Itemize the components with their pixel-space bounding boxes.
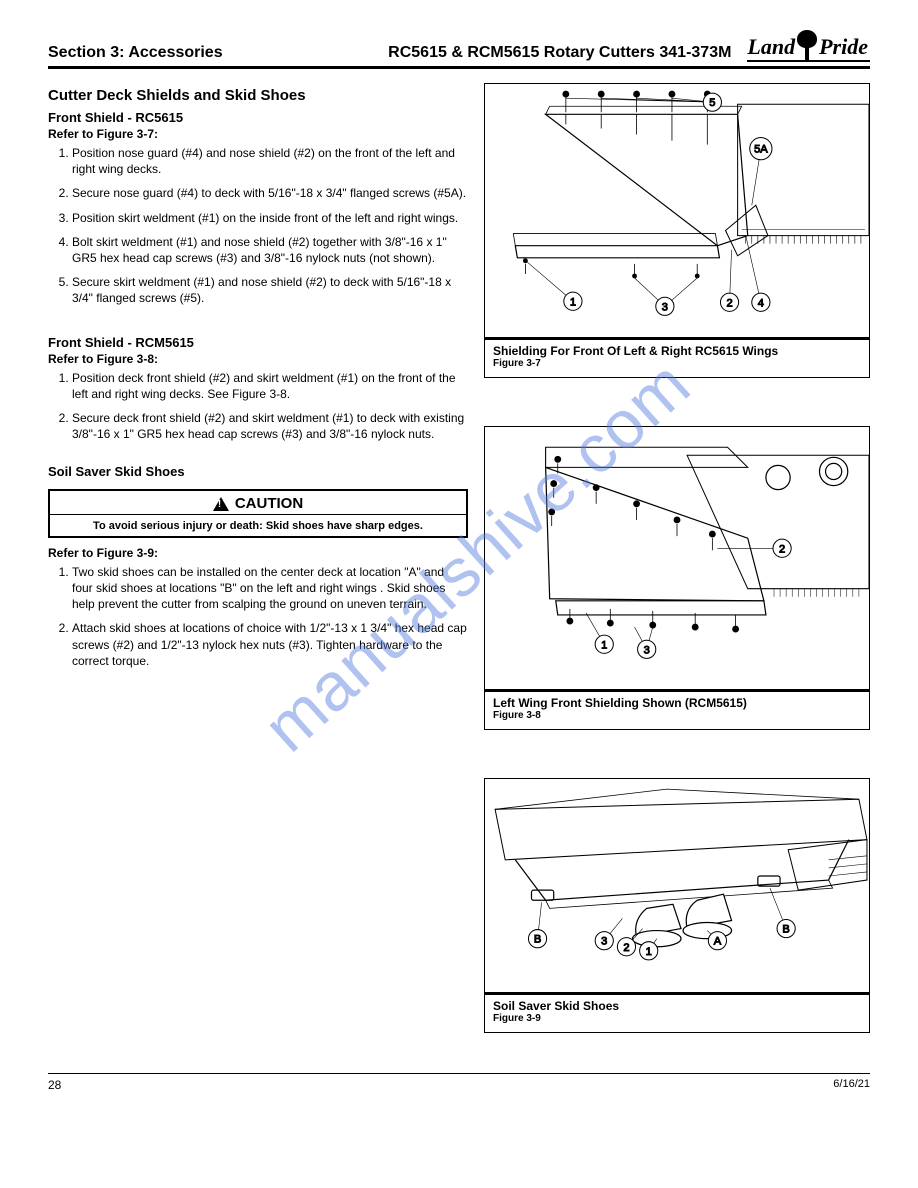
step-text: Secure nose guard (#4) to deck with 5/16… [72, 185, 468, 201]
step-text: Secure deck front shield (#2) and skirt … [72, 410, 468, 442]
logo-text-right: Pride [819, 34, 868, 59]
caution-title: CAUTION [235, 495, 303, 512]
skid-heading: Soil Saver Skid Shoes [48, 464, 468, 479]
figure-3-7-caption: Shielding For Front Of Left & Right RC56… [493, 344, 861, 358]
warning-triangle-icon [213, 497, 229, 511]
front-shield-heading: Front Shield - RC5615 [48, 110, 468, 125]
step-text: Secure skirt weldment (#1) and nose shie… [72, 274, 468, 306]
svg-text:5A: 5A [754, 144, 768, 156]
svg-text:A: A [714, 936, 722, 948]
step-text: Attach skid shoes at locations of choice… [72, 620, 468, 669]
header-rule [48, 66, 870, 69]
figure-3-8: 1 3 2 Left Wing Front Shielding Shown (R… [484, 426, 870, 731]
main-heading: Cutter Deck Shields and Skid Shoes [48, 87, 468, 104]
svg-text:B: B [534, 934, 541, 946]
front-shield-m-steps: Position deck front shield (#2) and skir… [48, 370, 468, 443]
svg-text:3: 3 [662, 301, 668, 313]
front-shield-m-heading: Front Shield - RCM5615 [48, 335, 468, 350]
section-subtitle: Section 3: Accessories [48, 44, 223, 62]
figure-3-9: B B A 1 2 3 Soil Saver Skid Shoes Figure… [484, 778, 870, 1032]
skid-ref: Refer to Figure 3-9: [48, 546, 468, 560]
svg-text:1: 1 [601, 639, 607, 651]
caution-box: CAUTION To avoid serious injury or death… [48, 489, 468, 538]
front-shield-steps: Position nose guard (#4) and nose shield… [48, 145, 468, 307]
figure-3-8-svg: 1 3 2 [485, 427, 869, 690]
footer-date: 6/16/21 [833, 1078, 870, 1092]
figure-3-7-svg: 5 5A 1 3 2 4 [485, 84, 869, 337]
step-text: Position skirt weldment (#1) on the insi… [72, 210, 468, 226]
figure-3-9-svg: B B A 1 2 3 [485, 779, 869, 991]
footer-rule [48, 1073, 870, 1074]
skid-steps: Two skid shoes can be installed on the c… [48, 564, 468, 669]
step-text: Bolt skirt weldment (#1) and nose shield… [72, 234, 468, 266]
tree-icon [793, 30, 821, 62]
figure-3-9-number: Figure 3-9 [493, 1013, 861, 1024]
logo-text-left: Land [747, 34, 795, 59]
front-shield-ref: Refer to Figure 3-7: [48, 127, 468, 141]
right-column: 5 5A 1 3 2 4 Shielding For Front Of Left… [484, 83, 870, 1033]
brand-logo: Land Pride [747, 30, 870, 62]
figure-3-9-caption: Soil Saver Skid Shoes [493, 999, 861, 1013]
svg-text:3: 3 [644, 644, 650, 656]
page-number: 28 [48, 1078, 61, 1092]
caution-body: To avoid serious injury or death: Skid s… [50, 516, 466, 532]
svg-text:3: 3 [601, 936, 607, 948]
svg-text:1: 1 [570, 296, 576, 308]
svg-text:5: 5 [709, 97, 715, 109]
caution-label: CAUTION [50, 493, 466, 515]
svg-text:2: 2 [623, 942, 629, 954]
figure-3-7: 5 5A 1 3 2 4 Shielding For Front Of Left… [484, 83, 870, 378]
svg-text:2: 2 [779, 543, 785, 555]
svg-text:B: B [782, 924, 789, 936]
svg-text:2: 2 [726, 297, 732, 309]
step-text: Position nose guard (#4) and nose shield… [72, 145, 468, 177]
figure-3-8-caption: Left Wing Front Shielding Shown (RCM5615… [493, 696, 861, 710]
step-text: Position deck front shield (#2) and skir… [72, 370, 468, 402]
step-text: Two skid shoes can be installed on the c… [72, 564, 468, 613]
figure-3-8-number: Figure 3-8 [493, 710, 861, 721]
front-shield-m-ref: Refer to Figure 3-8: [48, 352, 468, 366]
svg-text:1: 1 [646, 946, 652, 958]
figure-3-7-number: Figure 3-7 [493, 358, 861, 369]
svg-text:4: 4 [758, 297, 764, 309]
product-name: RC5615 & RCM5615 Rotary Cutters 341-373M [388, 44, 731, 62]
left-column: Cutter Deck Shields and Skid Shoes Front… [48, 83, 468, 1033]
